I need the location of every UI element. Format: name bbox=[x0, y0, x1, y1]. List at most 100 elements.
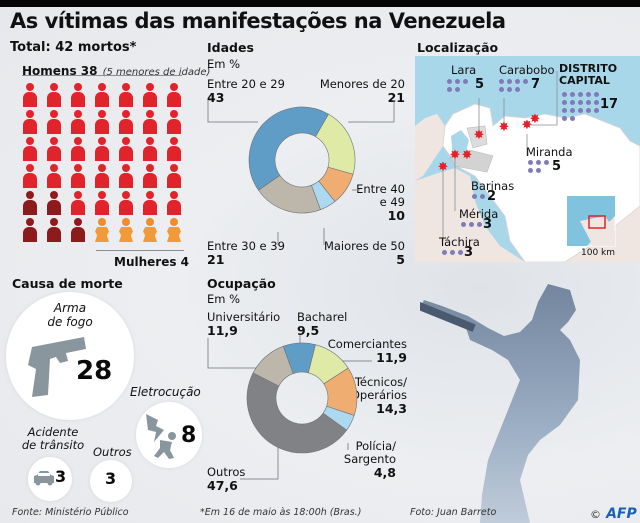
colombia-land bbox=[415, 168, 525, 262]
occ-label-tecnicos-line1: Técnicos/ bbox=[354, 375, 407, 389]
state-dots-carabobo bbox=[499, 79, 528, 92]
location-marker-icon: ✸ bbox=[437, 160, 449, 175]
ages-subtitle: Em % bbox=[207, 57, 241, 71]
person-icon-woman bbox=[162, 218, 186, 242]
leader-universitario bbox=[207, 338, 258, 369]
state-count-barinas: 2 bbox=[487, 189, 497, 204]
car-icon bbox=[34, 471, 54, 486]
occ-value-universitario: 11,9 bbox=[207, 323, 238, 338]
person-icon-man bbox=[90, 137, 114, 161]
victim-dot bbox=[570, 116, 575, 121]
lake-maracaibo bbox=[451, 130, 469, 158]
state-count-merida: 3 bbox=[483, 217, 493, 232]
cause-firearm-value: 28 bbox=[76, 356, 113, 386]
person-icon-man bbox=[114, 110, 138, 134]
victim-dot bbox=[523, 79, 528, 84]
state-label-lara: Lara bbox=[451, 63, 477, 77]
cause-traffic-value: 3 bbox=[55, 467, 67, 486]
occ-label-outros: Outros bbox=[207, 465, 246, 479]
person-icon-minor bbox=[18, 218, 42, 242]
age-label-over-50: Maiores de 50 bbox=[323, 239, 405, 253]
person-icon-minor bbox=[42, 191, 66, 215]
person-icon-woman bbox=[114, 218, 138, 242]
cause-other-circle bbox=[90, 460, 132, 502]
person-icon-man bbox=[162, 83, 186, 107]
person-icon-man bbox=[114, 164, 138, 188]
victim-dot bbox=[570, 108, 575, 113]
cause-traffic-label-line2: de trânsito bbox=[21, 438, 85, 452]
victim-dot bbox=[499, 79, 504, 84]
victim-dot bbox=[463, 79, 468, 84]
men-underline bbox=[22, 75, 182, 76]
ages-heading: Idades bbox=[207, 40, 254, 55]
men-label: Homens 38 bbox=[22, 64, 98, 78]
victim-dot bbox=[450, 250, 455, 255]
afp-wordmark: AFP bbox=[606, 506, 637, 522]
afp-logo: © AFP bbox=[590, 503, 637, 522]
occ-label-policia-line1: Polícia/ bbox=[355, 439, 396, 453]
occupation-heading: Ocupação bbox=[207, 276, 276, 291]
location-heading: Localização bbox=[417, 40, 499, 55]
age-slice-entre-20-e-29 bbox=[248, 106, 329, 191]
victim-dot bbox=[480, 194, 485, 199]
victim-dot bbox=[472, 194, 477, 199]
victim-dot bbox=[578, 108, 583, 113]
person-icon-man bbox=[90, 191, 114, 215]
victim-dot bbox=[458, 250, 463, 255]
age-label-40-49-line1: Entre 40 bbox=[356, 182, 405, 196]
occ-value-comerciantes: 11,9 bbox=[376, 350, 407, 365]
victim-dot bbox=[528, 168, 533, 173]
victim-dot bbox=[461, 222, 466, 227]
person-icon-woman bbox=[90, 218, 114, 242]
person-icon-man bbox=[138, 164, 162, 188]
venezuela-map: ✸ ✸ ✸ ✸ ✸ ✸ ✸ Lara 5 Carabobo 7 DISTRITO CAPIT… bbox=[415, 56, 640, 262]
person-icon-man bbox=[138, 110, 162, 134]
people-pictogram bbox=[18, 83, 186, 242]
state-label-distrito-capital-line1: DISTRITO bbox=[559, 62, 618, 75]
age-value-40-49: 10 bbox=[387, 208, 405, 223]
state-label-tachira: Táchira bbox=[439, 235, 480, 249]
victim-dot bbox=[562, 116, 567, 121]
inset-highlight bbox=[588, 215, 606, 229]
cause-traffic-label-line1: Acidente bbox=[27, 425, 79, 439]
occ-label-universitario: Universitário bbox=[207, 310, 281, 324]
state-count-miranda: 5 bbox=[552, 159, 562, 174]
men-label-row: Homens 38 (5 menores de idade) bbox=[22, 60, 210, 79]
person-icon-man bbox=[66, 137, 90, 161]
location-marker-icon: ✸ bbox=[461, 148, 473, 163]
occ-label-policia-line2: Sargento bbox=[343, 452, 396, 466]
location-marker-icon: ✸ bbox=[529, 112, 541, 127]
pistol-icon bbox=[28, 337, 86, 397]
leader-under-20 bbox=[348, 100, 395, 123]
age-value-over-50: 5 bbox=[396, 252, 405, 267]
state-count-distrito-capital: 17 bbox=[600, 97, 619, 112]
person-icon-man bbox=[162, 191, 186, 215]
victim-dot bbox=[499, 87, 504, 92]
map-scale-label: 100 km bbox=[581, 248, 616, 258]
person-icon-man bbox=[162, 164, 186, 188]
leader-outros bbox=[240, 445, 279, 480]
person-icon-man bbox=[114, 191, 138, 215]
location-marker-icon: ✸ bbox=[498, 120, 510, 135]
location-marker-icon: ✸ bbox=[521, 118, 533, 133]
cause-firearm-label-line2: de fogo bbox=[47, 315, 93, 329]
location-marker-icon: ✸ bbox=[473, 128, 485, 143]
victim-dot bbox=[528, 160, 533, 165]
causes-heading: Causa de morte bbox=[12, 276, 123, 291]
occ-value-tecnicos: 14,3 bbox=[376, 401, 407, 416]
neighbor-land-north bbox=[415, 114, 445, 181]
photo-credit: Foto: Juan Barreto bbox=[410, 507, 497, 518]
date-note: *Em 16 de maio às 18:00h (Bras.) bbox=[200, 507, 362, 518]
victim-dot bbox=[586, 92, 591, 97]
cause-other-value: 3 bbox=[105, 469, 117, 488]
person-icon-minor bbox=[18, 191, 42, 215]
person-icon-man bbox=[138, 83, 162, 107]
victim-dot bbox=[562, 92, 567, 97]
age-value-20-29: 43 bbox=[207, 90, 225, 105]
top-bar bbox=[0, 0, 640, 7]
victim-dot bbox=[507, 79, 512, 84]
victim-dot bbox=[570, 100, 575, 105]
map-shapes bbox=[415, 71, 640, 262]
age-value-30-39: 21 bbox=[207, 252, 225, 267]
person-icon-man bbox=[18, 164, 42, 188]
